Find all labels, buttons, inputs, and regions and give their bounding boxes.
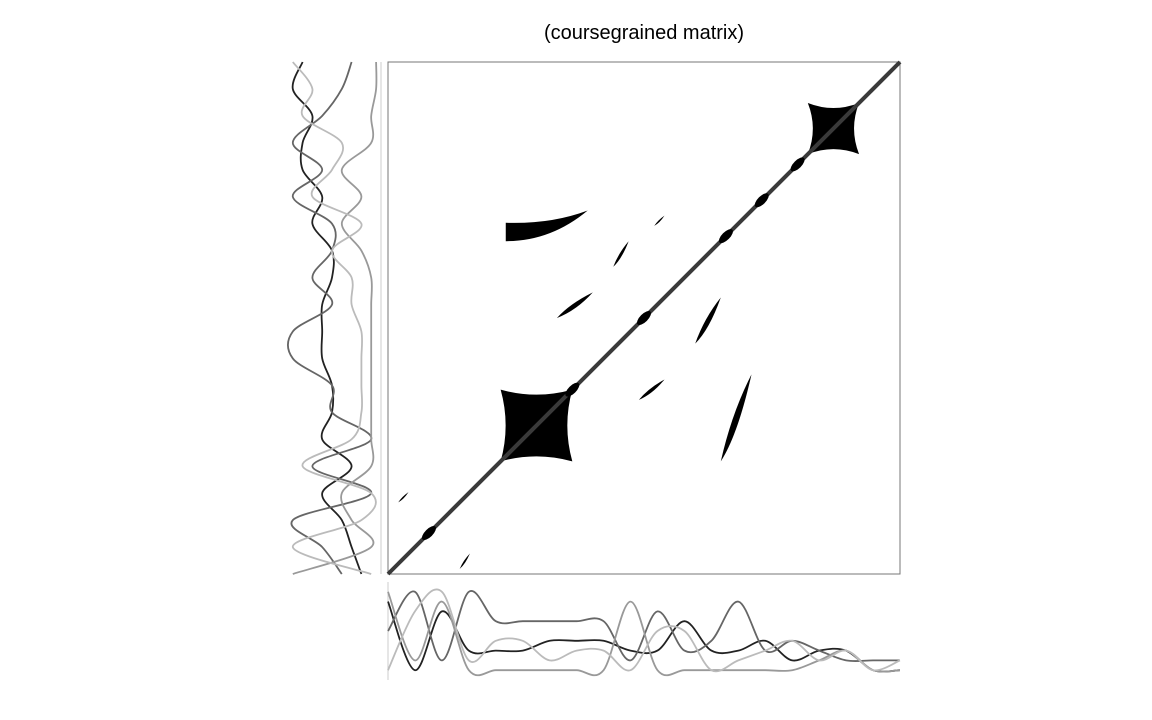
diagonal-node-1: [565, 382, 580, 397]
bottom-profile-series-2: [387, 591, 901, 677]
diagonal-node-3: [718, 229, 733, 244]
streak-4: [695, 297, 721, 344]
left-profile-series-3: [291, 61, 377, 575]
diagonal-node-0: [421, 526, 436, 541]
diagonal-node-2: [637, 311, 651, 325]
diagonal-node-4: [754, 193, 769, 208]
streak-2: [613, 241, 629, 267]
bottom-profile-series-1: [387, 590, 900, 663]
streak-0: [505, 210, 588, 242]
streak-7: [398, 492, 409, 503]
streak-6: [720, 374, 752, 462]
chart-title: (coursegrained matrix): [543, 22, 745, 44]
streak-3: [556, 292, 593, 318]
left-profile-series-1: [287, 61, 373, 575]
bottom-profile-series-0: [387, 601, 901, 673]
left-profile-series-0: [291, 61, 363, 575]
bottom-profile-series-3: [387, 588, 901, 673]
left-profile-series-2: [292, 61, 378, 575]
diagonal-node-5: [790, 157, 805, 172]
streak-8: [459, 553, 470, 569]
streak-5: [638, 379, 665, 400]
streak-1: [654, 215, 665, 226]
